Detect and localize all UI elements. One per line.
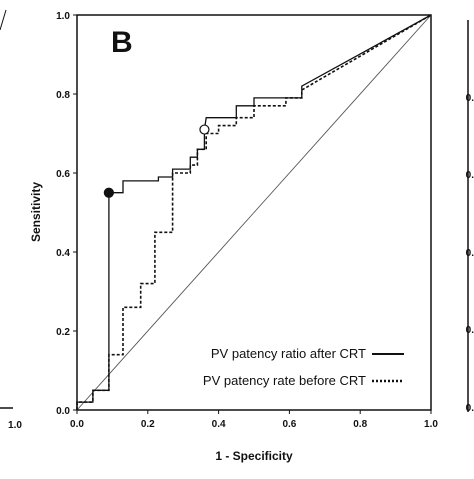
plot-frame bbox=[76, 14, 432, 411]
legend: PV patency ratio after CRT PV patency ra… bbox=[203, 346, 404, 388]
right-panel-tick-label: 0. bbox=[466, 403, 474, 414]
y-tick-label: 0.4 bbox=[56, 248, 70, 259]
right-panel-tick-label: 0. bbox=[466, 170, 474, 181]
legend-label-after: PV patency ratio after CRT bbox=[211, 346, 366, 361]
x-tick-label: 0.6 bbox=[282, 419, 296, 430]
x-tick-label: 0.0 bbox=[70, 419, 84, 430]
y-tick-label: 0.8 bbox=[56, 90, 70, 101]
axis-ticks: 0.0 0.2 0.4 0.6 0.8 1.0 0.0 0.2 0.4 0.6 0.8 1.0 bbox=[56, 11, 438, 430]
x-axis-title: 1 - Specificity bbox=[215, 449, 293, 463]
x-tick-label: 0.8 bbox=[353, 419, 367, 430]
cutoff-marker-filled bbox=[103, 187, 114, 198]
right-panel-tick-label: 0. bbox=[466, 93, 474, 104]
x-tick-label: 0.4 bbox=[212, 419, 226, 430]
roc-curve-before-crt bbox=[76, 14, 432, 410]
x-tick-label: 1.0 bbox=[424, 419, 438, 430]
y-tick-label: 0.2 bbox=[56, 327, 70, 338]
legend-label-before: PV patency rate before CRT bbox=[203, 373, 366, 388]
left-panel-fragment-line bbox=[0, 9, 7, 31]
roc-curve-after-crt bbox=[76, 14, 432, 410]
y-tick-label: 1.0 bbox=[56, 11, 70, 22]
right-panel-tick-label: 0. bbox=[466, 325, 474, 336]
y-tick-label: 0.0 bbox=[56, 406, 70, 417]
cutoff-marker-open bbox=[199, 124, 210, 135]
reference-diagonal-line bbox=[76, 14, 432, 411]
y-axis-title: Sensitivity bbox=[29, 182, 43, 242]
series-layer bbox=[76, 14, 432, 411]
x-tick-label: 0.2 bbox=[141, 419, 155, 430]
y-tick-label: 0.6 bbox=[56, 169, 70, 180]
right-panel-tick-label: 0. bbox=[466, 248, 474, 259]
left-panel-tick-label: 1.0 bbox=[8, 420, 22, 431]
panel-label: B bbox=[111, 26, 133, 59]
